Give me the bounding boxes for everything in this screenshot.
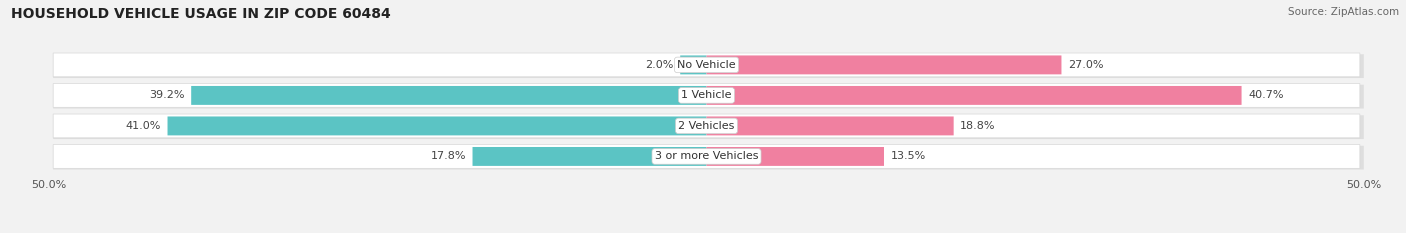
Text: 13.5%: 13.5% — [890, 151, 925, 161]
Text: 2.0%: 2.0% — [645, 60, 673, 70]
Text: No Vehicle: No Vehicle — [678, 60, 735, 70]
Text: 39.2%: 39.2% — [149, 90, 184, 100]
FancyBboxPatch shape — [681, 55, 707, 74]
FancyBboxPatch shape — [53, 144, 1360, 168]
FancyBboxPatch shape — [707, 86, 1241, 105]
Text: 17.8%: 17.8% — [430, 151, 465, 161]
Text: 1 Vehicle: 1 Vehicle — [682, 90, 731, 100]
Text: 27.0%: 27.0% — [1069, 60, 1104, 70]
FancyBboxPatch shape — [53, 115, 1364, 139]
FancyBboxPatch shape — [53, 85, 1364, 109]
FancyBboxPatch shape — [53, 114, 1360, 138]
Text: Source: ZipAtlas.com: Source: ZipAtlas.com — [1288, 7, 1399, 17]
FancyBboxPatch shape — [707, 147, 884, 166]
FancyBboxPatch shape — [53, 83, 1360, 107]
FancyBboxPatch shape — [53, 54, 1364, 78]
Text: HOUSEHOLD VEHICLE USAGE IN ZIP CODE 60484: HOUSEHOLD VEHICLE USAGE IN ZIP CODE 6048… — [11, 7, 391, 21]
FancyBboxPatch shape — [707, 116, 953, 135]
Text: 40.7%: 40.7% — [1249, 90, 1284, 100]
Text: 41.0%: 41.0% — [125, 121, 160, 131]
FancyBboxPatch shape — [472, 147, 707, 166]
Text: 2 Vehicles: 2 Vehicles — [678, 121, 735, 131]
Text: 3 or more Vehicles: 3 or more Vehicles — [655, 151, 758, 161]
FancyBboxPatch shape — [53, 146, 1364, 170]
FancyBboxPatch shape — [167, 116, 707, 135]
FancyBboxPatch shape — [707, 55, 1062, 74]
Text: 18.8%: 18.8% — [960, 121, 995, 131]
FancyBboxPatch shape — [191, 86, 707, 105]
FancyBboxPatch shape — [53, 53, 1360, 77]
